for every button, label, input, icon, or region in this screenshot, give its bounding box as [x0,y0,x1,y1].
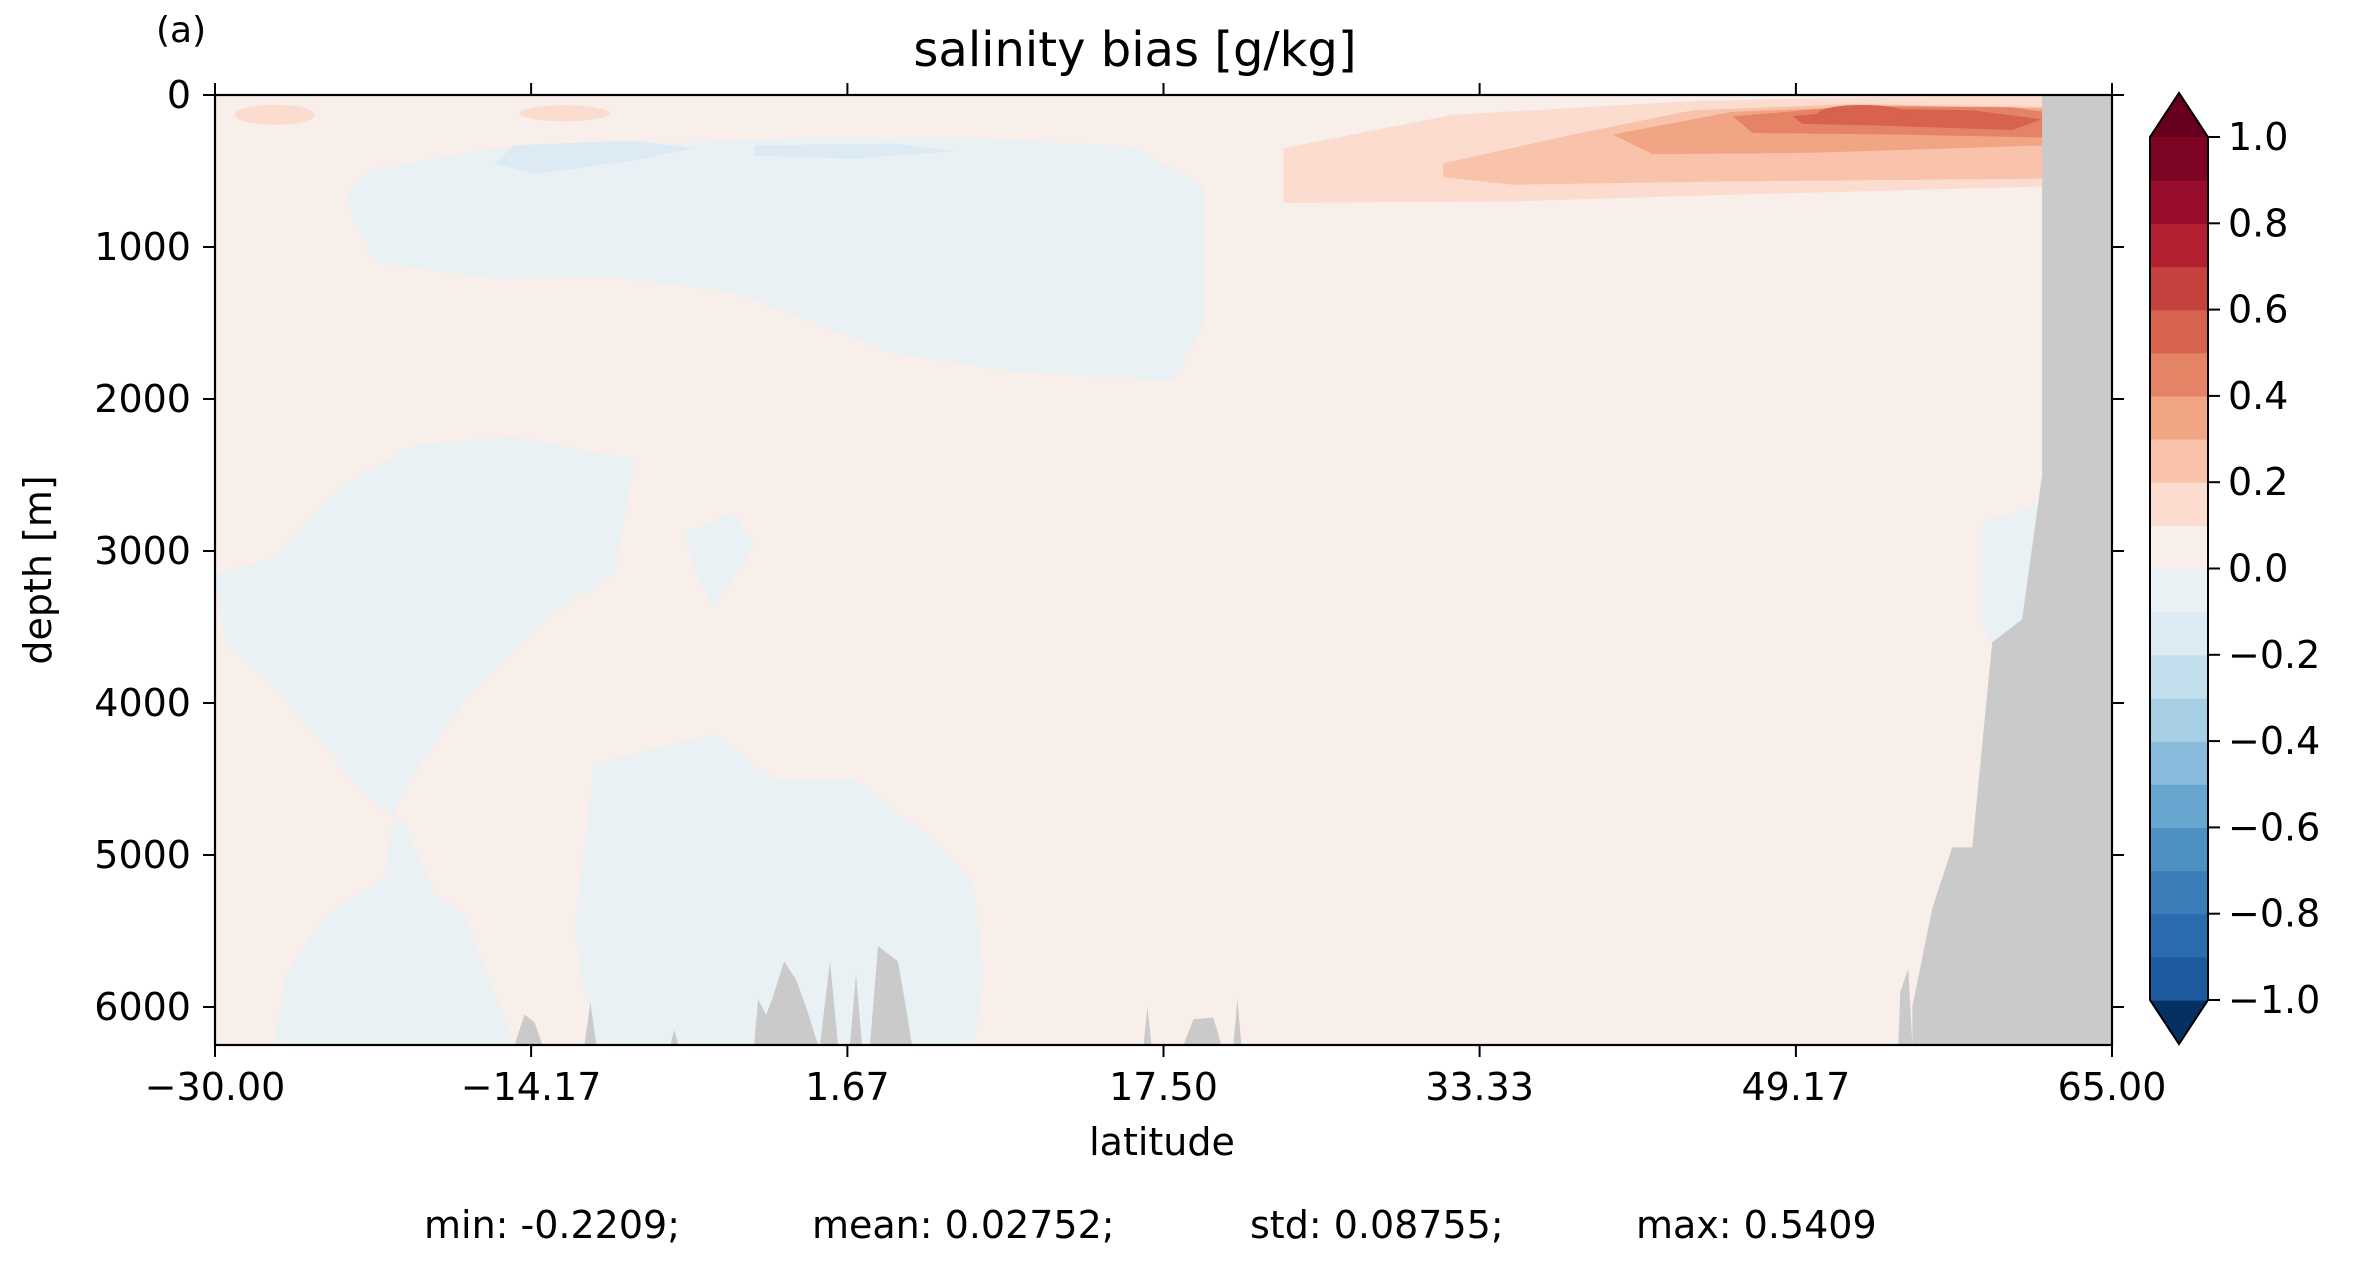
seamount-5 [754,961,818,1045]
x-tick-label: −30.00 [145,1065,286,1109]
colorbar-band [2150,741,2208,785]
colorbar-band [2150,180,2208,224]
stat-max: max: 0.5409 [1636,1203,1877,1247]
colorbar-band [2150,223,2208,268]
mid-depth-negative-patch [684,513,755,608]
surface-positive-patch-2 [519,105,610,122]
colorbar-band [2150,525,2208,570]
seamount-1 [1898,969,1913,1045]
seamount-2 [514,1014,543,1045]
axes-layer: −30.00 −14.17 1.67 17.50 33.33 49.17 65.00 0 100… [94,73,2166,1109]
y-tick-label: 1000 [94,225,191,269]
surface-positive-patch-1 [234,104,315,125]
seamount-10 [1183,1017,1222,1045]
colorbar-tick-label: 0.4 [2228,374,2288,418]
y-tick-label: 0 [167,73,191,117]
stat-std: std: 0.08755; [1250,1203,1504,1247]
seamount-6 [820,961,838,1045]
colorbar: 1.0 0.8 0.6 0.4 0.2 0.0 −0.2 −0.4 −0.6 −0.8 −1.0 [2149,91,2320,1046]
colorbar-band [2150,697,2208,742]
colorbar-band [2150,827,2208,872]
colorbar-tick-label: −0.6 [2228,805,2320,849]
y-tick-label: 6000 [94,985,191,1029]
colorbar-band [2150,654,2208,699]
seamount-8 [870,946,912,1045]
colorbar-band [2150,913,2208,958]
colorbar-tick-label: 0.6 [2228,288,2288,332]
colorbar-tick-label: −0.2 [2228,633,2320,677]
land-mask-north [1912,95,2112,1045]
colorbar-band [2150,352,2208,397]
colorbar-tick-label: −0.4 [2228,719,2320,763]
colorbar-band [2150,266,2208,311]
x-axis-label: latitude [1089,1120,1235,1164]
colorbar-band [2150,870,2208,915]
x-tick-label: 17.50 [1109,1065,1218,1109]
colorbar-band [2150,439,2208,483]
colorbar-tick-label: −1.0 [2228,978,2320,1022]
y-tick-label: 3000 [94,529,191,573]
panel-label: (a) [156,10,207,51]
field-layer [215,95,2112,1045]
southern-deep-negative-region [215,437,635,1045]
colorbar-under-extension [2150,1000,2208,1044]
seamount-3 [584,1002,597,1045]
colorbar-band [2150,309,2208,354]
y-tick-label: 2000 [94,377,191,421]
seamount-9 [1143,1007,1152,1045]
colorbar-band [2150,395,2208,440]
intermediate-negative-core-1 [494,140,695,174]
colorbar-tick-label: −0.8 [2228,892,2320,936]
colorbar-band [2150,568,2208,613]
positive-core-max [1817,105,1908,123]
x-tick-label: 65.00 [2058,1065,2167,1109]
colorbar-band [2150,784,2208,828]
colorbar-tick-label: 1.0 [2228,115,2288,159]
colorbar-band [2150,137,2208,181]
seamount-7 [850,973,862,1045]
colorbar-tick-label: 0.2 [2228,460,2288,504]
chart-title: salinity bias [g/kg] [913,22,1357,78]
colorbar-tick-label: 0.0 [2228,547,2288,591]
x-tick-label: 33.33 [1425,1065,1534,1109]
stat-mean: mean: 0.02752; [812,1203,1115,1247]
colorbar-band [2150,611,2208,656]
colorbar-band [2150,956,2208,1001]
x-tick-label: −14.17 [461,1065,602,1109]
colorbar-band [2150,482,2208,526]
seamount-4 [670,1029,679,1045]
y-tick-label: 5000 [94,833,191,877]
y-tick-label: 4000 [94,681,191,725]
x-tick-label: 49.17 [1742,1065,1851,1109]
seamount-11 [1233,999,1242,1045]
x-tick-label: 1.67 [805,1065,890,1109]
y-axis-label: depth [m] [16,475,60,665]
tropical-intermediate-negative-region [344,137,1204,381]
stat-min: min: -0.2209; [424,1203,681,1247]
colorbar-over-extension [2150,93,2208,137]
colorbar-tick-label: 0.8 [2228,201,2288,245]
intermediate-negative-core-2 [754,143,954,159]
